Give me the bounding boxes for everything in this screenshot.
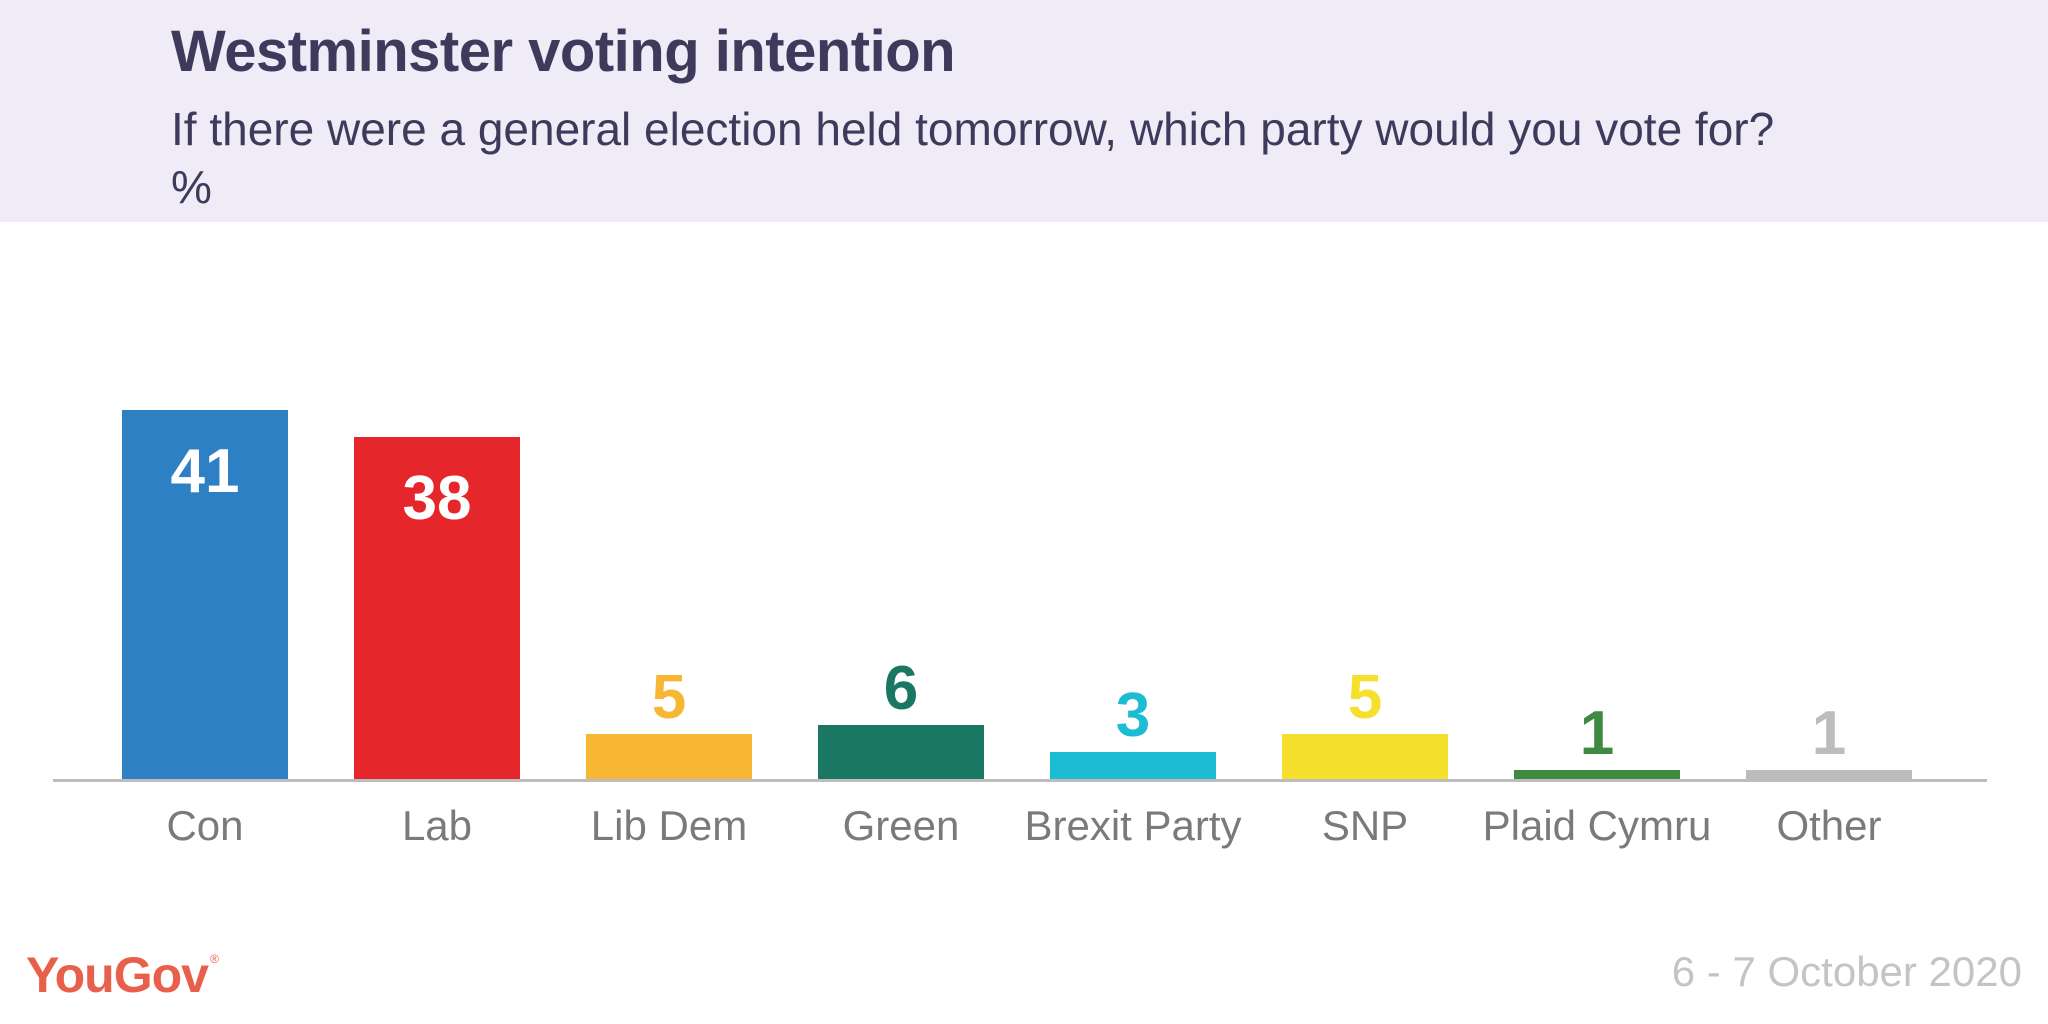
category-label-green: Green — [843, 802, 960, 849]
registered-mark: ® — [209, 952, 219, 966]
yougov-logo: YouGov ® — [26, 946, 219, 1004]
value-label-lab: 38 — [403, 464, 472, 533]
fieldwork-date: 6 - 7 October 2020 — [1671, 948, 2022, 995]
chart-subtitle: If there were a general election held to… — [171, 103, 1775, 213]
value-label-green: 6 — [884, 654, 918, 723]
value-label-other: 1 — [1812, 699, 1846, 768]
bar-brexit-party — [1050, 752, 1216, 779]
value-label-plaid-cymru: 1 — [1580, 699, 1614, 768]
bar-con — [122, 410, 288, 779]
value-label-con: 41 — [171, 437, 240, 506]
category-label-plaid-cymru: Plaid Cymru — [1483, 802, 1712, 849]
category-label-brexit-party: Brexit Party — [1024, 802, 1241, 849]
value-label-lib-dem: 5 — [652, 663, 686, 732]
category-label-lib-dem: Lib Dem — [591, 802, 747, 849]
bar-other — [1746, 770, 1912, 779]
bar-lab — [354, 437, 520, 779]
value-label-snp: 5 — [1348, 663, 1382, 732]
bar-green — [818, 725, 984, 779]
value-label-brexit-party: 3 — [1116, 681, 1150, 750]
category-label-other: Other — [1776, 802, 1881, 849]
category-label-con: Con — [166, 802, 243, 849]
bar-plaid-cymru — [1514, 770, 1680, 779]
category-label-snp: SNP — [1322, 802, 1408, 849]
header-band: Westminster voting intention If there we… — [0, 0, 2048, 222]
bar-snp — [1282, 734, 1448, 779]
bar-lib-dem — [586, 734, 752, 779]
category-label-lab: Lab — [402, 802, 472, 849]
chart-title: Westminster voting intention — [171, 19, 956, 84]
logo-text: YouGov — [26, 947, 209, 1003]
